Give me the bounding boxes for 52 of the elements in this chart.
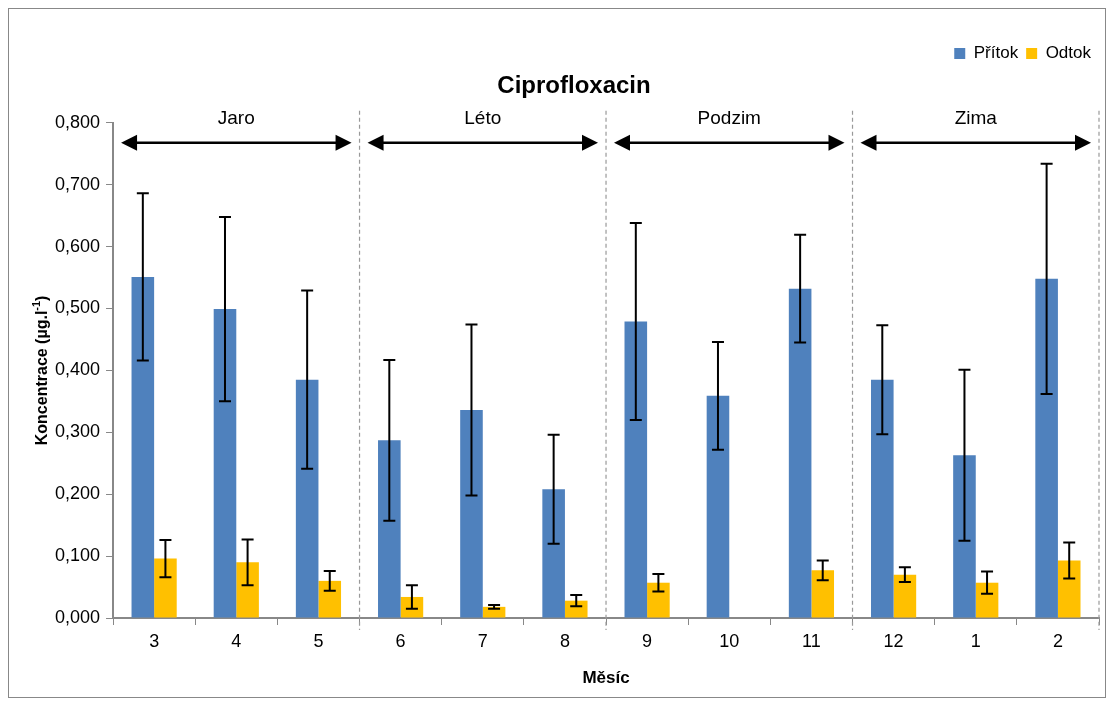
bar	[893, 574, 917, 618]
bar	[400, 596, 424, 618]
bar	[647, 582, 670, 618]
x-tick-label: 8	[559, 630, 570, 651]
bar	[460, 410, 483, 618]
y-tick-label: 0,300	[55, 421, 101, 442]
y-axis-title: Koncentrace (µg.l-1)	[30, 295, 51, 446]
y-tick-label: 0,200	[55, 483, 101, 504]
bar	[871, 379, 894, 618]
x-tick-label: 1	[970, 630, 981, 651]
bar	[953, 455, 976, 618]
bar	[131, 276, 155, 618]
legend-label: Přítok	[973, 43, 1019, 63]
bar	[624, 321, 648, 618]
bar	[236, 562, 259, 618]
x-tick-label: 11	[802, 630, 821, 651]
bar	[318, 580, 342, 618]
legend-label: Odtok	[1045, 43, 1092, 63]
bar	[542, 489, 565, 618]
bar	[564, 600, 588, 618]
x-tick-label: 7	[477, 630, 488, 651]
bar	[811, 570, 835, 618]
bar	[295, 379, 319, 618]
x-axis-title: Měsíc	[582, 668, 630, 688]
x-tick-label: 3	[149, 630, 160, 651]
y-tick-label: 0,700	[55, 173, 101, 194]
bar	[1035, 278, 1058, 618]
bar	[706, 395, 730, 618]
y-tick-label: 0,800	[55, 111, 101, 132]
bar	[154, 558, 177, 618]
x-tick-label: 5	[313, 630, 324, 651]
chart-title: Ciprofloxacin	[497, 71, 651, 99]
bar	[378, 440, 401, 618]
y-tick-label: 0,600	[55, 235, 101, 256]
bar	[788, 288, 812, 618]
x-tick-label: 9	[642, 630, 653, 651]
annotation: Jaro	[217, 106, 255, 128]
annotation: Léto	[464, 106, 502, 128]
y-tick-label: 0,100	[55, 545, 101, 566]
annotation: Podzim	[697, 106, 761, 128]
annotation: Zima	[954, 106, 998, 128]
x-tick-label: 4	[231, 630, 242, 651]
x-tick-label: 2	[1052, 630, 1063, 651]
bar	[975, 582, 999, 618]
y-tick-label: 0,000	[55, 606, 101, 627]
y-tick-label: 0,500	[55, 297, 101, 318]
bar	[1057, 560, 1081, 618]
y-tick-label: 0,400	[55, 359, 101, 380]
x-tick-label: 12	[883, 630, 904, 651]
x-tick-label: 10	[719, 630, 740, 651]
bar	[213, 309, 237, 618]
x-tick-label: 6	[395, 630, 406, 651]
